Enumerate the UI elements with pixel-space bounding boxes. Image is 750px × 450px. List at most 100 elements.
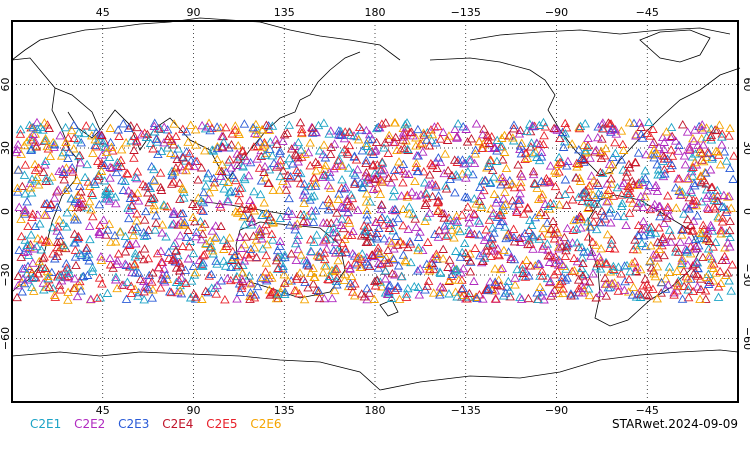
observation-triangle bbox=[360, 171, 371, 180]
observation-triangle bbox=[683, 281, 694, 291]
observation-triangle bbox=[604, 159, 615, 168]
observation-triangle bbox=[315, 252, 325, 261]
observation-triangle bbox=[535, 282, 545, 291]
observation-triangle bbox=[660, 169, 670, 178]
observation-triangle bbox=[433, 232, 444, 241]
observation-triangle bbox=[725, 232, 735, 241]
observation-triangle bbox=[405, 239, 416, 248]
observation-triangle bbox=[686, 163, 697, 173]
observation-triangle bbox=[555, 157, 565, 166]
observation-triangle bbox=[249, 186, 259, 196]
observation-triangle bbox=[402, 118, 412, 127]
observation-triangle bbox=[198, 250, 208, 260]
observation-triangle bbox=[716, 225, 726, 235]
observation-triangle bbox=[435, 287, 445, 297]
observation-triangle bbox=[538, 241, 549, 250]
observation-triangle bbox=[59, 174, 69, 184]
observation-triangle bbox=[156, 246, 166, 255]
observation-triangle bbox=[40, 133, 51, 143]
lon-label-top: 135 bbox=[274, 6, 295, 19]
observation-triangle bbox=[376, 204, 386, 214]
observation-triangle bbox=[236, 203, 247, 212]
observation-triangle bbox=[606, 179, 617, 188]
observation-triangle bbox=[92, 293, 102, 302]
observation-triangle bbox=[126, 136, 136, 145]
observation-triangle bbox=[25, 183, 36, 192]
observation-triangle bbox=[644, 117, 654, 127]
observation-triangle bbox=[193, 175, 203, 184]
observation-triangle bbox=[473, 216, 484, 225]
observation-triangle bbox=[62, 207, 72, 217]
observation-triangle bbox=[490, 294, 501, 303]
observation-triangle bbox=[722, 192, 733, 201]
observation-triangle bbox=[586, 222, 596, 231]
observation-triangle bbox=[230, 175, 241, 185]
observation-triangle bbox=[130, 172, 141, 182]
observation-triangle bbox=[324, 224, 335, 234]
observation-triangle bbox=[73, 135, 83, 144]
observation-triangle bbox=[710, 237, 721, 246]
observation-triangle bbox=[49, 290, 60, 299]
observation-triangle bbox=[677, 119, 688, 129]
observation-triangle bbox=[663, 280, 674, 289]
observation-triangle bbox=[433, 191, 444, 200]
observation-triangle bbox=[404, 169, 414, 178]
observation-triangle bbox=[550, 258, 560, 268]
observation-triangle bbox=[619, 178, 629, 187]
observation-triangle bbox=[207, 245, 218, 255]
observation-triangle bbox=[380, 288, 391, 297]
observation-triangle bbox=[73, 127, 84, 137]
observation-triangle bbox=[361, 197, 372, 206]
observation-triangle bbox=[578, 247, 589, 256]
observation-triangle bbox=[268, 185, 278, 194]
observation-triangle bbox=[281, 160, 291, 170]
observation-triangle bbox=[492, 135, 502, 144]
observation-triangle bbox=[457, 284, 467, 294]
observation-triangle bbox=[424, 208, 435, 217]
observation-triangle bbox=[146, 193, 157, 203]
observation-triangle bbox=[188, 248, 199, 258]
observation-triangle bbox=[598, 211, 609, 220]
observation-triangle bbox=[571, 173, 581, 182]
observation-triangle bbox=[653, 165, 664, 174]
observation-triangle bbox=[227, 255, 237, 264]
observation-triangle bbox=[159, 264, 170, 273]
observation-triangle bbox=[168, 139, 179, 149]
observation-triangle bbox=[660, 284, 671, 293]
observation-triangle bbox=[231, 262, 241, 271]
observation-triangle bbox=[701, 152, 712, 162]
observation-triangle bbox=[384, 130, 394, 140]
observation-triangle bbox=[373, 243, 383, 252]
observation-triangle bbox=[300, 186, 310, 195]
observation-triangle bbox=[346, 271, 357, 281]
observation-triangle bbox=[307, 123, 318, 132]
observation-triangle bbox=[362, 205, 372, 215]
observation-triangle bbox=[264, 125, 275, 134]
observation-triangle bbox=[246, 279, 257, 288]
observation-triangle bbox=[105, 253, 115, 263]
observation-triangle bbox=[684, 235, 694, 245]
observation-triangle bbox=[375, 249, 385, 258]
observation-triangle bbox=[49, 193, 60, 202]
observation-triangle bbox=[717, 201, 727, 211]
observation-triangle bbox=[156, 185, 167, 194]
observation-triangle bbox=[667, 131, 677, 140]
observation-triangle bbox=[318, 237, 329, 246]
observation-triangle bbox=[67, 125, 77, 135]
observation-triangle bbox=[61, 163, 72, 172]
observation-triangle bbox=[537, 266, 547, 275]
observation-triangle bbox=[538, 223, 548, 233]
observation-triangle bbox=[59, 167, 69, 176]
observation-triangle bbox=[516, 294, 527, 303]
observation-triangle bbox=[105, 162, 115, 171]
observation-triangle bbox=[139, 286, 149, 296]
observation-triangle bbox=[499, 147, 510, 156]
observation-triangle bbox=[583, 192, 594, 201]
observation-triangle bbox=[196, 196, 207, 205]
observation-triangle bbox=[398, 132, 408, 141]
lon-label-bottom: 90 bbox=[187, 404, 201, 417]
observation-triangle bbox=[34, 256, 45, 266]
observation-triangle bbox=[394, 294, 405, 303]
observation-triangle bbox=[424, 141, 435, 150]
observation-triangle bbox=[19, 140, 30, 150]
